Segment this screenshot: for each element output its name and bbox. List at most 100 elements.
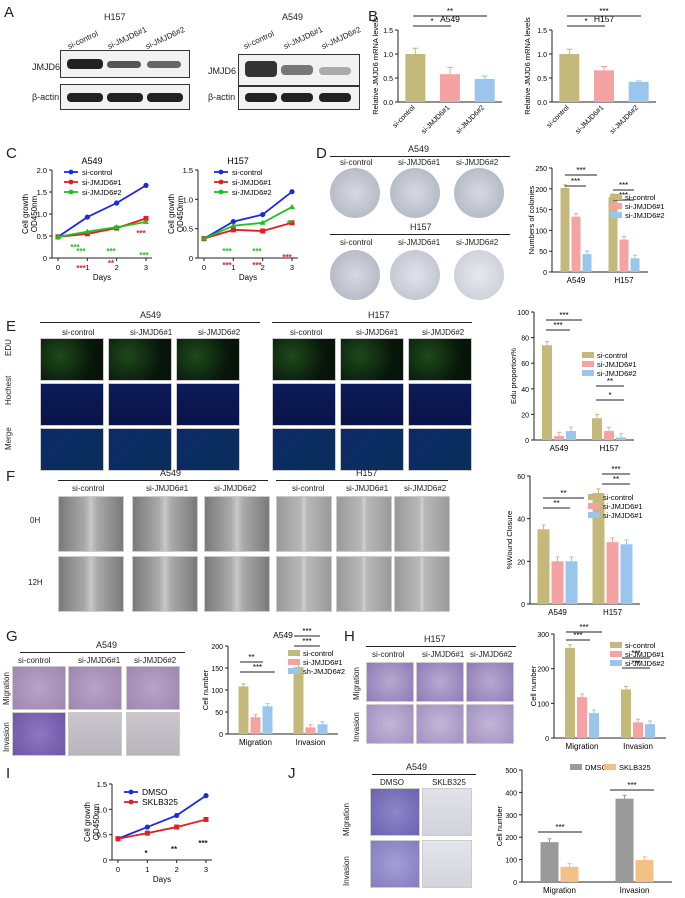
y-tick-label: 60 <box>521 361 529 368</box>
x-tick-label: Invasion <box>620 886 650 895</box>
legend-label: si-JMJD6#1 <box>303 658 343 667</box>
bar <box>262 706 273 734</box>
y-tick-label: 0.5 <box>537 76 547 83</box>
lane-label: si-control <box>242 29 276 51</box>
data-point <box>84 214 90 220</box>
y-tick-label: 500 <box>505 768 517 775</box>
sig-label: *** <box>198 839 208 848</box>
bar <box>565 647 575 738</box>
bar <box>635 860 654 882</box>
sig-label: *** <box>106 247 116 256</box>
e-col: si-JMJD6#2 <box>422 328 465 337</box>
e-title-h157: H157 <box>368 310 390 320</box>
data-point <box>84 228 91 234</box>
colony-dish <box>454 250 504 300</box>
data-point <box>174 812 180 819</box>
bar <box>577 697 587 738</box>
legend-label: si-JMJD6#2 <box>232 188 272 197</box>
legend-label: DMSO <box>585 763 608 772</box>
y-axis-label: Cell growth <box>83 802 92 842</box>
legend-swatch <box>582 352 594 358</box>
y-axis-label: Cell growth <box>21 194 30 234</box>
merge-image <box>108 428 172 471</box>
data-point <box>230 219 236 225</box>
legend-label: si-JMJD6#1 <box>625 650 665 659</box>
data-point <box>143 218 149 224</box>
f-col: si-JMJD6#2 <box>404 484 447 493</box>
chart-c-a549: 0 0.5 1.0 1.5 2.0 0 1 2 3 Days Cell growth OD450nm A… <box>21 156 152 282</box>
y-tick-label: 1.5 <box>183 166 193 175</box>
chart-g-transwell-a549: 0 50 100 150 200 Cell number A549 Migration Inva… <box>201 628 345 747</box>
sig-label: *** <box>139 251 149 260</box>
sig-label: * <box>144 849 148 858</box>
legend-swatch <box>588 503 600 509</box>
x-tick-label: 1 <box>231 263 235 272</box>
x-tick-label: Migration <box>566 742 599 751</box>
colony-dish <box>330 250 380 300</box>
h-col: si-JMJD6#2 <box>470 650 513 659</box>
bar <box>645 724 655 738</box>
bar <box>537 529 550 604</box>
legend-label: si-control <box>597 351 628 360</box>
x-tick-label: 1 <box>145 865 149 874</box>
y-tick-label: 0 <box>43 254 47 263</box>
legend-swatch <box>582 361 594 367</box>
legend-label: si-JMJD6#1 <box>82 178 122 187</box>
sig-label: *** <box>302 628 311 636</box>
western-blot-h157-jmjd6 <box>60 50 190 78</box>
y-tick-label: 0.5 <box>37 232 47 241</box>
y-tick-label: 1.5 <box>97 780 107 789</box>
lane-label: si-JMJD6#1 <box>282 24 325 51</box>
chart-title: A549 <box>273 630 293 640</box>
hoechst-image <box>340 383 404 426</box>
y-tick-label: 40 <box>521 387 529 394</box>
y-axis-label: Numbers of colonies <box>527 186 536 255</box>
legend-label: sh-JMJD6#2 <box>303 667 345 676</box>
chart-i-growth-sklb325: 0 0.5 1.0 1.5 0 1 2 3 Days Cell growth OD450nm DMSO… <box>83 780 212 884</box>
migration-image <box>416 662 464 702</box>
sig-label: ** <box>248 653 254 662</box>
x-tick-label: si-control <box>546 104 571 129</box>
sig-label: *** <box>579 623 588 632</box>
x-tick-label: 2 <box>261 263 265 272</box>
sig-label: *** <box>619 181 628 190</box>
sig-label: *** <box>253 663 262 672</box>
sig-label: *** <box>252 261 262 270</box>
series-line <box>57 184 147 238</box>
data-point <box>289 220 295 226</box>
panel-label-g: G <box>6 628 18 645</box>
y-tick-label: 0 <box>103 856 107 865</box>
y-axis-label: OD450nm <box>30 195 39 232</box>
data-point <box>143 215 149 221</box>
hoechst-image <box>408 383 472 426</box>
h-row-label: Invasion <box>352 712 361 742</box>
g-col: si-JMJD6#2 <box>134 656 177 665</box>
x-tick-label: Migration <box>239 738 272 747</box>
bar <box>628 81 649 102</box>
x-tick-label: 0 <box>56 263 60 272</box>
d-col: si-control <box>340 158 373 167</box>
y-tick-label: 100 <box>505 858 517 865</box>
y-tick-label: 0.0 <box>537 100 547 107</box>
wound-image <box>336 496 392 552</box>
bar <box>621 689 631 738</box>
e-col: si-JMJD6#1 <box>130 328 173 337</box>
y-tick-label: 150 <box>211 666 223 673</box>
e-col: si-control <box>62 328 95 337</box>
chart-title: H157 <box>594 14 615 24</box>
legend-marker <box>68 189 74 195</box>
y-tick-label: 1.5 <box>383 28 393 35</box>
sig-label: *** <box>222 247 232 256</box>
migration-image <box>12 666 66 710</box>
migration-image <box>466 662 514 702</box>
y-tick-label: 0.5 <box>183 225 193 234</box>
x-tick-label: si-JMJD6#2 <box>609 104 640 135</box>
y-axis-label: OD450nm <box>92 803 101 840</box>
legend-label: si-JMJD6#1 <box>603 502 643 511</box>
sig-label: *** <box>559 311 568 320</box>
hoechst-image <box>40 383 104 426</box>
h-row-label: Migration <box>352 667 361 700</box>
h-col: si-control <box>372 650 405 659</box>
colony-dish <box>390 250 440 300</box>
